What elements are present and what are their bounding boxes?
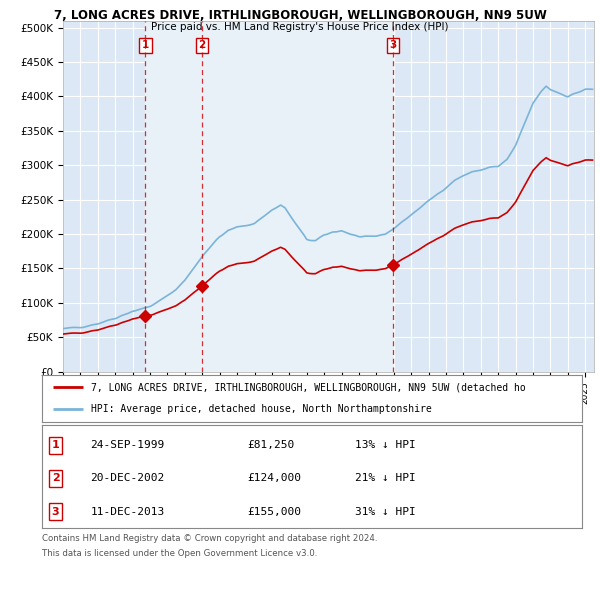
Text: 3: 3: [52, 507, 59, 516]
Text: £155,000: £155,000: [247, 507, 301, 516]
Text: 11-DEC-2013: 11-DEC-2013: [91, 507, 165, 516]
Text: Contains HM Land Registry data © Crown copyright and database right 2024.: Contains HM Land Registry data © Crown c…: [42, 534, 377, 543]
Text: 20-DEC-2002: 20-DEC-2002: [91, 474, 165, 483]
Text: £81,250: £81,250: [247, 441, 295, 450]
Text: 1: 1: [52, 441, 59, 450]
Text: This data is licensed under the Open Government Licence v3.0.: This data is licensed under the Open Gov…: [42, 549, 317, 558]
Text: 3: 3: [389, 40, 397, 50]
Text: Price paid vs. HM Land Registry's House Price Index (HPI): Price paid vs. HM Land Registry's House …: [151, 22, 449, 32]
Text: HPI: Average price, detached house, North Northamptonshire: HPI: Average price, detached house, Nort…: [91, 404, 431, 414]
Text: £124,000: £124,000: [247, 474, 301, 483]
Text: 2: 2: [52, 474, 59, 483]
Text: 1: 1: [142, 40, 149, 50]
Text: 13% ↓ HPI: 13% ↓ HPI: [355, 441, 416, 450]
Text: 2: 2: [198, 40, 205, 50]
Text: 24-SEP-1999: 24-SEP-1999: [91, 441, 165, 450]
Text: 7, LONG ACRES DRIVE, IRTHLINGBOROUGH, WELLINGBOROUGH, NN9 5UW (detached ho: 7, LONG ACRES DRIVE, IRTHLINGBOROUGH, WE…: [91, 382, 526, 392]
Text: 31% ↓ HPI: 31% ↓ HPI: [355, 507, 416, 516]
Text: 21% ↓ HPI: 21% ↓ HPI: [355, 474, 416, 483]
Bar: [145, 21, 202, 372]
Bar: [202, 21, 393, 372]
Text: 7, LONG ACRES DRIVE, IRTHLINGBOROUGH, WELLINGBOROUGH, NN9 5UW: 7, LONG ACRES DRIVE, IRTHLINGBOROUGH, WE…: [53, 9, 547, 22]
